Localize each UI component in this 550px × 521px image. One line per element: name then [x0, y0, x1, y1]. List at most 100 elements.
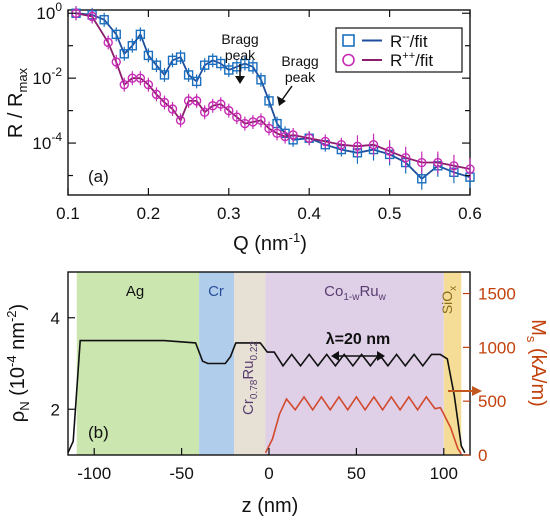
data-point-circle [159, 97, 170, 108]
bragg-annotation-1: Bragg peak [221, 31, 259, 84]
x-tick-label: 0.1 [56, 204, 80, 223]
period-arrowhead-right [377, 351, 385, 361]
bragg-label-1-line1: Bragg [221, 31, 258, 47]
right-y-tick-label: 1000 [478, 338, 516, 357]
legend-box [335, 27, 463, 73]
data-point-circle [191, 96, 202, 106]
data-point-square [159, 70, 170, 80]
x-tick-label: 50 [347, 464, 366, 483]
legend: R--/fit R++/fit [335, 27, 463, 73]
data-point-square [183, 70, 194, 80]
bragg-label-1-line2: peak [225, 47, 256, 63]
region-label-crru: Cr0.78Ru0.22 [240, 341, 260, 415]
panel-a-frame [67, 9, 471, 196]
bragg-arrow-2 [281, 85, 293, 101]
panel-a-y-axis-label: R / Rmax [5, 67, 30, 138]
data-point-circle [336, 139, 347, 150]
panel-b-right-axis-label: Ms (kA/m) [524, 319, 549, 407]
data-point-circle [119, 79, 129, 90]
panel-a-label: (a) [88, 167, 109, 186]
data-point-square [216, 58, 226, 69]
y-tick-label: 100 [36, 0, 62, 23]
data-point-square [111, 29, 121, 40]
panel-a-x-axis-label: Q (nm-1) [233, 230, 307, 255]
period-arrowhead-left [331, 351, 339, 361]
data-point-circle [224, 105, 234, 116]
layer-region-2 [234, 272, 266, 455]
data-point-circle [175, 115, 186, 126]
reflectivity-panel: 0.1 0.2 0.3 0.4 0.5 0.6 100 10-2 10-4 R--/fit R+… [5, 0, 482, 255]
bragg-label-2-line1: Bragg [281, 53, 318, 69]
region-label-coru: Co1-wRuw [324, 283, 387, 303]
left-y-tick-label: 2 [51, 400, 60, 419]
data-point-circle [417, 157, 427, 168]
legend-entry-plus: R++/fit [390, 50, 433, 70]
data-point-circle [304, 133, 314, 143]
reflectivity-series [71, 6, 475, 190]
region-label-siox: SiOx [439, 286, 459, 314]
x-tick-label: 0.3 [217, 204, 241, 223]
x-tick-label: -50 [169, 464, 194, 483]
panel-b-ticks: -100 -50 0 50 100 2 4 0 500 1000 1500 [51, 285, 516, 483]
data-point-circle [320, 136, 330, 147]
data-point-circle [288, 130, 298, 140]
layer-region-0 [76, 272, 200, 455]
left-y-tick-label: 4 [51, 309, 60, 328]
data-point-circle [111, 57, 121, 67]
data-point-circle [199, 107, 210, 117]
region-label-ag: Ag [126, 283, 144, 300]
data-point-circle [87, 11, 97, 22]
data-point-square [119, 49, 129, 59]
x-tick-label: 0.6 [458, 204, 482, 223]
bragg-annotation-2: Bragg peak [277, 53, 319, 106]
x-tick-label: 0 [264, 464, 273, 483]
data-point-circle [151, 89, 162, 100]
x-tick-label: 100 [430, 464, 458, 483]
data-point-circle [352, 141, 363, 152]
layer-regions [76, 272, 462, 455]
legend-circle-marker [342, 53, 355, 67]
x-tick-label: 0.2 [137, 204, 161, 223]
panel-b-label: (b) [88, 423, 109, 442]
data-point-circle [216, 99, 226, 109]
data-point-circle [143, 79, 154, 90]
right-axis-arrowhead [472, 386, 482, 396]
data-point-circle [465, 164, 475, 174]
data-point-circle [264, 123, 274, 134]
data-point-square [175, 52, 186, 62]
data-point-square [248, 62, 258, 72]
legend-entry-minus: R--/fit [390, 31, 428, 51]
data-point-square [191, 76, 202, 87]
x-tick-label: 0.5 [378, 204, 402, 223]
data-point-circle [135, 73, 146, 83]
data-point-circle [433, 157, 443, 168]
data-point-circle [272, 128, 282, 139]
data-point-square [127, 41, 138, 51]
right-y-tick-label: 1500 [478, 285, 516, 304]
period-label: λ=20 nm [326, 331, 390, 348]
data-point-square [417, 174, 427, 184]
data-point-circle [103, 37, 113, 48]
data-point-circle [384, 146, 395, 156]
x-tick-label: -100 [77, 464, 111, 483]
data-point-square [151, 60, 162, 70]
y-tick-label: 10-4 [32, 130, 62, 153]
y-tick-label: 10-2 [32, 65, 62, 88]
data-point-square [264, 96, 274, 106]
right-y-tick-label: 0 [478, 446, 487, 465]
data-point-circle [256, 115, 266, 126]
profile-line-M_s [264, 395, 462, 455]
profile-line-rho_N [67, 339, 466, 454]
right-y-tick-label: 500 [478, 392, 506, 411]
x-tick-label: 0.4 [297, 204, 321, 223]
data-point-circle [232, 112, 242, 122]
depth-profile-panel: -100 -50 0 50 100 2 4 0 500 1000 1500 Ag Cr Cr0.78… [4, 271, 549, 517]
data-point-square [256, 75, 266, 85]
data-point-circle [167, 104, 178, 114]
bragg-arrowhead-2 [277, 96, 286, 106]
data-point-square [135, 29, 146, 40]
data-point-square [143, 50, 154, 61]
depth-profile-series [67, 339, 466, 455]
legend-square-marker [342, 34, 355, 47]
